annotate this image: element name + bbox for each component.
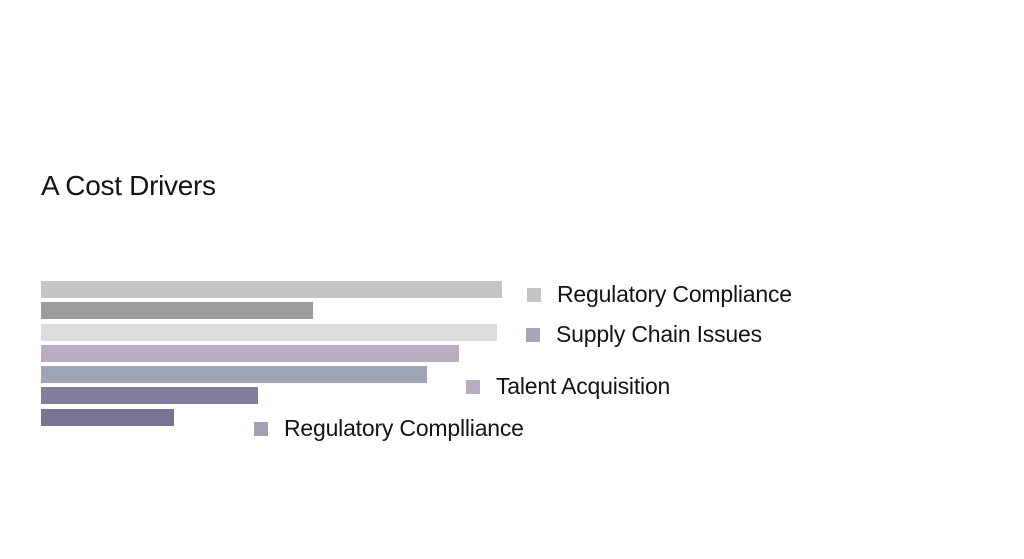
bar-group (41, 281, 502, 426)
bar (41, 408, 175, 426)
legend-swatch (527, 287, 541, 302)
bar (41, 387, 259, 405)
legend-label: Regulatory Compliance (557, 281, 792, 307)
bar (41, 366, 427, 384)
bar (41, 302, 313, 320)
bar (41, 323, 497, 341)
legend-item: Regulatory Compliance (527, 281, 792, 308)
legend-label: Supply Chain Issues (556, 321, 762, 347)
bar (41, 281, 502, 298)
legend-swatch (466, 379, 480, 394)
chart-title: A Cost Drivers (41, 170, 216, 201)
legend-label: Talent Acquisition (496, 373, 671, 399)
bar (41, 344, 460, 362)
legend-item: Regulatory Complliance (254, 415, 524, 442)
legend-item: Talent Acquisition (466, 373, 670, 400)
legend-swatch (526, 327, 540, 342)
legend-item: Supply Chain Issues (526, 321, 762, 348)
legend-label: Regulatory Complliance (284, 415, 524, 441)
legend-swatch (254, 421, 268, 436)
